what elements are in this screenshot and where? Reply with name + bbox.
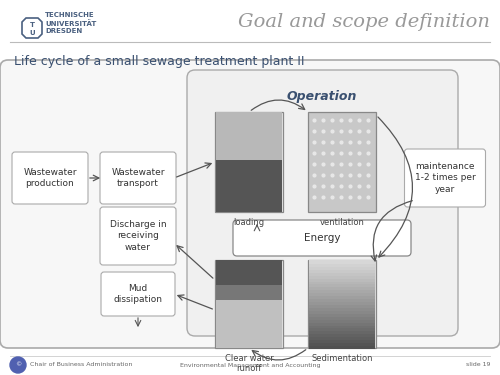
Bar [309, 278, 375, 282]
Bar [309, 263, 375, 267]
Bar [216, 112, 282, 160]
Bar [215, 112, 283, 212]
Bar [216, 160, 282, 212]
Bar [309, 319, 375, 322]
Bar [309, 280, 375, 285]
Bar [309, 339, 375, 343]
Text: Sedimentation: Sedimentation [311, 354, 373, 363]
FancyBboxPatch shape [404, 149, 485, 207]
Text: Goal and scope definition: Goal and scope definition [238, 13, 490, 31]
Text: U: U [29, 30, 35, 36]
FancyBboxPatch shape [100, 152, 176, 204]
Bar [309, 336, 375, 340]
Bar [309, 269, 375, 273]
Text: maintenance
1-2 times per
year: maintenance 1-2 times per year [414, 162, 476, 194]
Text: Operation: Operation [287, 90, 357, 103]
Bar [216, 260, 282, 285]
Bar [309, 260, 375, 264]
Bar [309, 295, 375, 299]
Bar [309, 310, 375, 314]
Bar [309, 272, 375, 276]
Bar [309, 330, 375, 334]
Text: Wastewater
production: Wastewater production [23, 168, 77, 188]
Bar [309, 286, 375, 290]
Bar [309, 284, 375, 287]
Text: TECHNISCHE: TECHNISCHE [45, 12, 94, 18]
FancyBboxPatch shape [101, 272, 175, 316]
Text: Environmental Management and Accounting: Environmental Management and Accounting [180, 363, 320, 368]
Bar [309, 322, 375, 326]
FancyBboxPatch shape [0, 60, 500, 348]
Text: Discharge in
receiving
water: Discharge in receiving water [110, 220, 166, 252]
Text: ©: © [15, 363, 21, 368]
Bar [309, 304, 375, 308]
Text: Chair of Business Administration: Chair of Business Administration [30, 363, 132, 368]
Bar [309, 301, 375, 305]
Circle shape [10, 357, 26, 373]
Bar [309, 274, 375, 279]
Bar [308, 112, 376, 212]
Bar [216, 285, 282, 300]
Text: ventilation: ventilation [320, 218, 364, 227]
Text: Wastewater
transport: Wastewater transport [111, 168, 165, 188]
Text: Life cycle of a small sewage treatment plant II: Life cycle of a small sewage treatment p… [14, 55, 304, 68]
Bar [216, 300, 282, 348]
Text: UNIVERSITÄT: UNIVERSITÄT [45, 20, 96, 27]
Text: slide 19: slide 19 [466, 363, 490, 368]
Text: DRESDEN: DRESDEN [45, 28, 82, 34]
Bar [309, 266, 375, 270]
Bar [309, 345, 375, 349]
Text: Mud
dissipation: Mud dissipation [114, 284, 162, 304]
Bar [309, 316, 375, 320]
Bar [309, 307, 375, 311]
Bar [215, 260, 283, 348]
FancyBboxPatch shape [12, 152, 88, 204]
Bar [309, 342, 375, 346]
Text: T: T [30, 22, 35, 28]
Bar [309, 292, 375, 296]
Text: Clear water
runoff: Clear water runoff [224, 354, 274, 374]
Text: Energy: Energy [304, 233, 340, 243]
Bar [309, 313, 375, 317]
Bar [309, 298, 375, 302]
Bar [309, 333, 375, 337]
FancyBboxPatch shape [233, 220, 411, 256]
Bar [309, 290, 375, 293]
FancyBboxPatch shape [100, 207, 176, 265]
Text: loading: loading [234, 218, 264, 227]
Bar [309, 324, 375, 328]
FancyBboxPatch shape [187, 70, 458, 336]
Bar [308, 260, 376, 348]
Bar [309, 327, 375, 332]
